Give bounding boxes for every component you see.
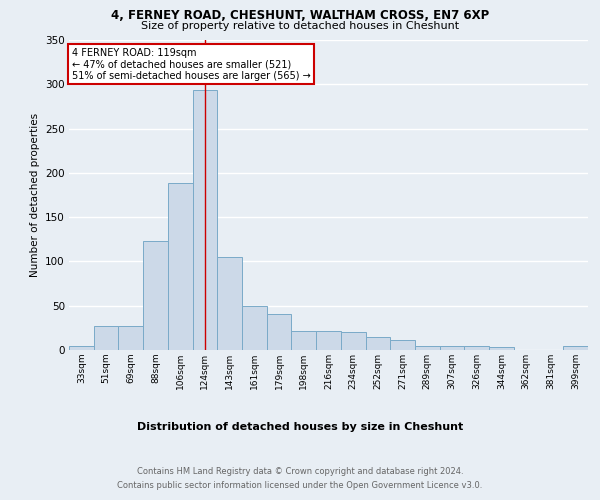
Text: Distribution of detached houses by size in Cheshunt: Distribution of detached houses by size … [137, 422, 463, 432]
Bar [341, 332, 365, 350]
Bar [193, 90, 217, 350]
Bar [242, 306, 267, 350]
Bar [415, 346, 440, 350]
Bar [168, 184, 193, 350]
Bar [464, 346, 489, 350]
Bar [69, 346, 94, 350]
Text: Contains public sector information licensed under the Open Government Licence v3: Contains public sector information licen… [118, 481, 482, 490]
Bar [118, 326, 143, 350]
Text: 4, FERNEY ROAD, CHESHUNT, WALTHAM CROSS, EN7 6XP: 4, FERNEY ROAD, CHESHUNT, WALTHAM CROSS,… [111, 9, 489, 22]
Bar [440, 346, 464, 350]
Bar [292, 330, 316, 350]
Text: Contains HM Land Registry data © Crown copyright and database right 2024.: Contains HM Land Registry data © Crown c… [137, 468, 463, 476]
Text: 4 FERNEY ROAD: 119sqm
← 47% of detached houses are smaller (521)
51% of semi-det: 4 FERNEY ROAD: 119sqm ← 47% of detached … [71, 48, 310, 81]
Bar [267, 314, 292, 350]
Bar [316, 332, 341, 350]
Bar [217, 257, 242, 350]
Bar [365, 336, 390, 350]
Bar [563, 346, 588, 350]
Bar [390, 340, 415, 350]
Text: Size of property relative to detached houses in Cheshunt: Size of property relative to detached ho… [141, 21, 459, 31]
Y-axis label: Number of detached properties: Number of detached properties [29, 113, 40, 277]
Bar [143, 241, 168, 350]
Bar [94, 326, 118, 350]
Bar [489, 348, 514, 350]
